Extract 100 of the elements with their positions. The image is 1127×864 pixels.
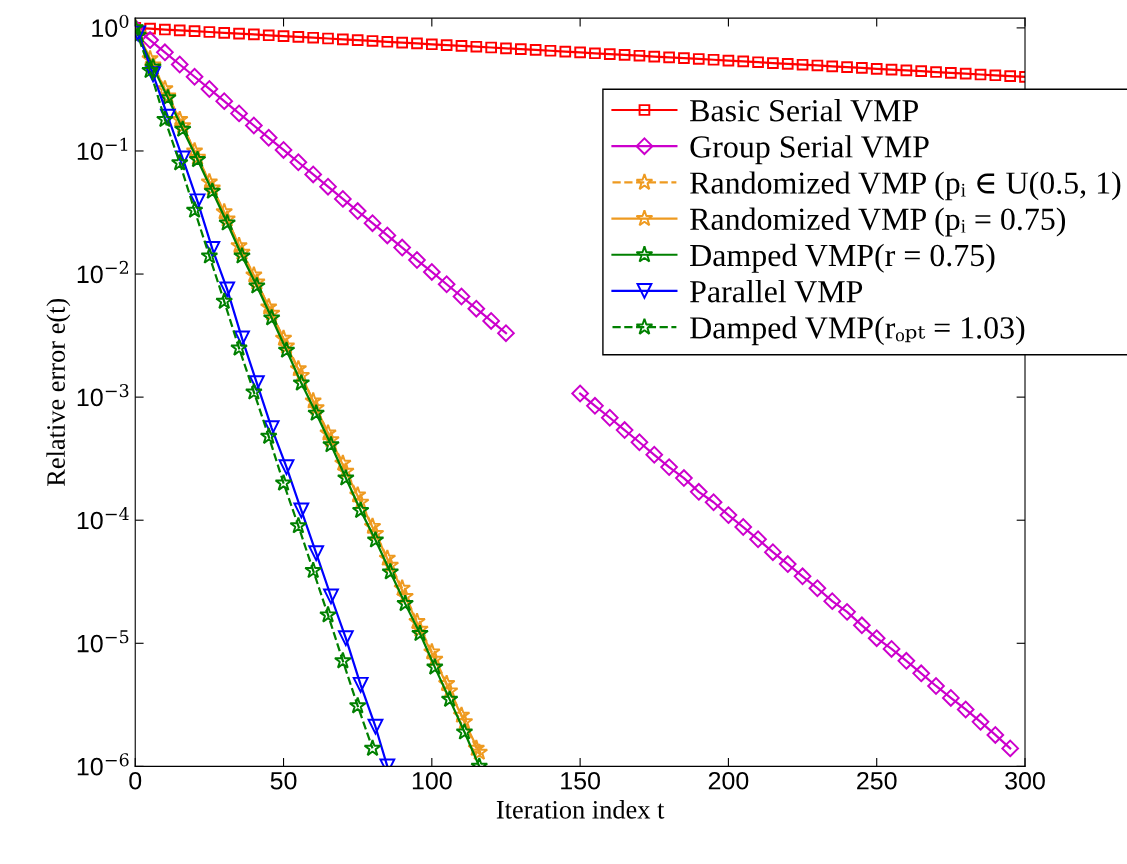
point: [411, 619, 429, 637]
point: [437, 674, 456, 692]
y-tick-label: 10$^{−3}$: [77, 383, 129, 407]
x-tick-label: 150: [561, 771, 600, 790]
point: [289, 359, 308, 377]
point: [408, 251, 426, 269]
legend-label: Basic Serial VMP: [690, 99, 919, 122]
point: [200, 246, 219, 264]
point: [348, 696, 367, 714]
point: [274, 141, 293, 159]
point: [289, 153, 308, 172]
point: [467, 739, 486, 757]
point: [378, 549, 397, 567]
legend-label: Randomized VMP (pᵢ ∈ U(0.5, 1): [690, 171, 1121, 201]
point: [363, 214, 382, 233]
point: [660, 458, 678, 476]
point: [971, 713, 990, 731]
point: [189, 193, 206, 210]
point: [455, 712, 474, 730]
point: [452, 287, 471, 306]
point: [304, 391, 323, 409]
point: [259, 427, 278, 445]
point: [571, 384, 589, 403]
point: [600, 408, 619, 427]
point: [248, 375, 265, 392]
point: [675, 469, 693, 487]
point: [307, 403, 326, 421]
point: [274, 329, 293, 347]
point: [215, 292, 234, 310]
point: [348, 202, 367, 220]
point: [867, 629, 886, 648]
x-tick-label: 100: [412, 771, 452, 790]
point: [470, 743, 489, 761]
point: [319, 177, 337, 196]
point: [173, 116, 192, 134]
point: [749, 530, 767, 549]
point: [423, 263, 441, 281]
point: [440, 690, 459, 708]
point: [351, 501, 370, 519]
point: [422, 642, 441, 660]
point: [363, 517, 382, 535]
point: [366, 530, 385, 548]
legend-label: Group Serial VMP: [690, 135, 929, 165]
point: [145, 66, 161, 83]
x-tick-label: 50: [270, 771, 297, 790]
point: [170, 55, 189, 74]
point: [185, 200, 204, 218]
x-tick-label: 300: [1005, 771, 1045, 790]
point: [808, 579, 827, 598]
point: [437, 275, 456, 294]
point: [203, 178, 222, 196]
point: [200, 172, 219, 190]
point: [278, 459, 295, 476]
x-axis-title: Iteration index t: [496, 800, 665, 819]
point: [1001, 739, 1019, 758]
point: [173, 119, 192, 138]
point: [259, 128, 278, 147]
point: [141, 61, 159, 79]
point: [367, 718, 384, 735]
point: [927, 677, 945, 695]
y-tick-label: 10$^{−6}$: [77, 753, 129, 776]
x-tick-label: 250: [857, 771, 897, 790]
point: [337, 630, 354, 647]
y-axis-title: Relative error e(t): [46, 298, 71, 486]
point: [230, 104, 248, 123]
point: [203, 182, 222, 200]
point: [230, 236, 248, 254]
legend-label: Damped VMP(rₒₚₜ = 1.03): [690, 316, 1025, 346]
point: [218, 213, 237, 231]
point: [247, 272, 266, 290]
point: [289, 516, 308, 534]
point: [323, 588, 339, 605]
legend-label: Randomized VMP (pᵢ = 0.75): [690, 207, 1066, 237]
point: [244, 382, 263, 400]
point: [986, 726, 1005, 744]
point: [351, 492, 370, 510]
point: [396, 587, 415, 605]
point: [586, 396, 604, 415]
point: [467, 299, 486, 318]
point: [170, 153, 189, 171]
point: [334, 190, 352, 208]
y-tick-label: 10$^{0}$: [92, 14, 129, 38]
point: [823, 592, 842, 610]
point: [719, 506, 738, 524]
point: [793, 567, 812, 586]
point: [141, 31, 159, 49]
point: [704, 493, 723, 512]
point: [308, 545, 325, 562]
point: [156, 43, 174, 62]
point: [440, 681, 459, 699]
point: [319, 423, 337, 441]
point: [307, 398, 326, 416]
y-tick-label: 10$^{−1}$: [77, 137, 128, 161]
point: [393, 578, 412, 596]
y-tick-label: 10$^{−4}$: [77, 507, 129, 530]
point: [764, 543, 782, 561]
point: [215, 92, 234, 110]
point: [482, 312, 500, 330]
point: [333, 453, 352, 472]
point: [378, 226, 397, 245]
